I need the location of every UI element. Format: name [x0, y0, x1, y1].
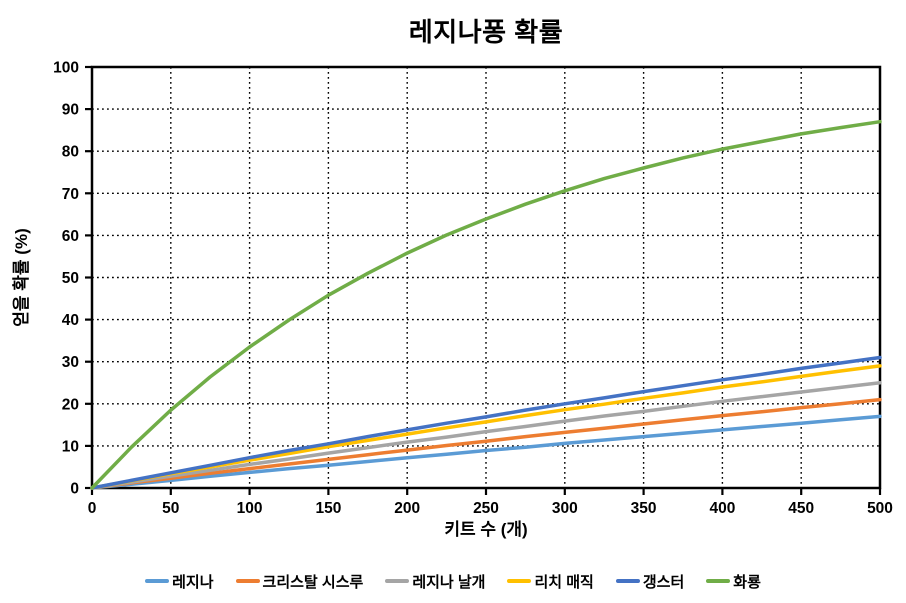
series-line-5: [90, 119, 882, 490]
series-line-4: [90, 355, 882, 490]
legend-item-5: 화룡: [706, 571, 761, 592]
x-tick-label: 100: [237, 500, 263, 517]
legend-swatch-5: [706, 579, 731, 583]
y-tick-label: 20: [62, 396, 79, 413]
y-tick-label: 40: [62, 312, 79, 329]
legend-item-2: 레지나 날개: [385, 571, 485, 592]
plot-canvas: 0 50 100 150 200 250 300 350 400 450 500 0 10 20 30 40 5…: [11, 60, 893, 540]
legend-label-3: 리치 매직: [534, 573, 594, 591]
y-tick-label: 50: [62, 270, 79, 287]
series-line-1: [90, 397, 882, 490]
legend-label-2: 레지나 날개: [412, 573, 486, 591]
legend-swatch-4: [615, 579, 640, 583]
x-tick-label: 150: [315, 500, 341, 517]
series-line-3: [90, 364, 882, 490]
legend-label-0: 레지나: [172, 573, 214, 591]
y-tick-label: 70: [62, 186, 79, 203]
series-line-2: [90, 381, 882, 490]
y-tick-label: 100: [53, 60, 79, 77]
legend-item-1: 크리스탈 시스루: [235, 571, 364, 592]
legend-swatch-3: [507, 579, 532, 583]
x-tick-label: 50: [162, 500, 179, 517]
legend-label-5: 화룡: [733, 573, 761, 591]
y-axis-title: 얻을 확률 (%): [11, 228, 31, 326]
y-tick-label: 80: [62, 144, 79, 161]
legend-item-0: 레지나: [145, 571, 214, 592]
x-tick-label: 300: [552, 500, 578, 517]
legend-item-3: 리치 매직: [507, 571, 594, 592]
x-axis-title: 키트 수 (개): [444, 520, 527, 539]
chart-title: 레지나퐁 확률: [408, 17, 564, 47]
x-tick-label: 500: [867, 500, 893, 517]
legend-label-4: 갱스터: [642, 573, 685, 591]
x-tick-label: 350: [631, 500, 657, 517]
y-tick-label: 90: [62, 102, 79, 119]
x-tick-label: 0: [88, 500, 97, 517]
y-tick-label: 30: [62, 354, 79, 371]
legend-swatch-0: [145, 579, 170, 583]
y-tick-label: 0: [70, 481, 79, 498]
x-tick-label: 250: [473, 500, 499, 517]
y-tick-label: 10: [62, 438, 79, 455]
legend-swatch-1: [235, 579, 260, 583]
series-line-0: [90, 414, 882, 490]
y-tick-label: 60: [62, 228, 79, 245]
x-tick-label: 450: [788, 500, 814, 517]
legend-label-1: 크리스탈 시스루: [262, 573, 364, 591]
legend-swatch-2: [385, 579, 410, 583]
legend: 레지나 크리스탈 시스루 레지나 날개 리치 매직 갱스터 화룡: [0, 566, 906, 596]
x-tick-label: 200: [394, 500, 420, 517]
legend-item-4: 갱스터: [615, 571, 685, 592]
x-tick-label: 400: [709, 500, 735, 517]
